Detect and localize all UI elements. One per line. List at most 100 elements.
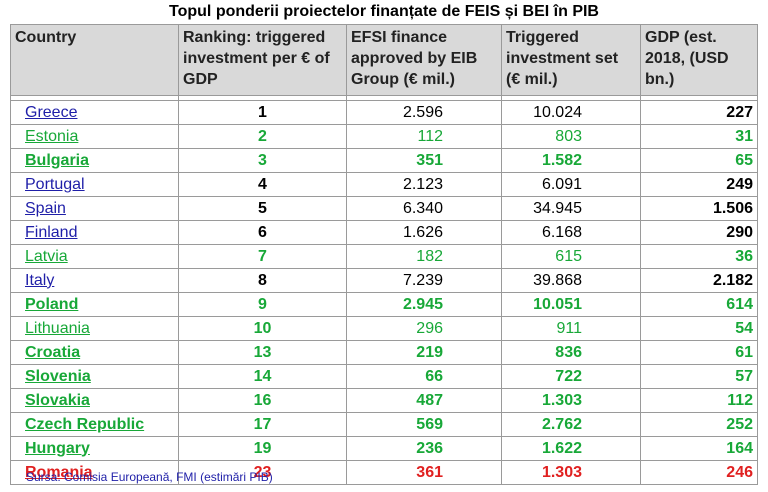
efsi-cell: 2.596: [346, 100, 502, 125]
efsi-cell: 2.945: [346, 292, 502, 317]
efsi-cell: 6.340: [346, 196, 502, 221]
rank-cell: 23: [178, 460, 347, 485]
table-row: Finland 6 1.626 6.168 290: [10, 220, 758, 245]
triggered-cell: 10.051: [501, 292, 641, 317]
efsi-cell: 569: [346, 412, 502, 437]
country-cell: Portugal: [10, 172, 179, 197]
gdp-cell: 249: [640, 172, 758, 197]
efsi-cell: 2.123: [346, 172, 502, 197]
efsi-cell: 7.239: [346, 268, 502, 293]
table-row: Latvia 7 182 615 36: [10, 244, 758, 269]
ranking-table: Country Ranking: triggered investment pe…: [10, 24, 758, 485]
country-link[interactable]: Czech Republic: [25, 415, 145, 433]
triggered-cell: 803: [501, 124, 641, 149]
table-row: Romania 23 361 1.303 246: [10, 460, 758, 485]
table-row: Slovenia 14 66 722 57: [10, 364, 758, 389]
gdp-cell: 54: [640, 316, 758, 341]
gdp-cell: 227: [640, 100, 758, 125]
table-body: Greece 1 2.596 10.024 227 Estonia 2 112 803 31 Bul…: [10, 100, 758, 485]
triggered-cell: 2.762: [501, 412, 641, 437]
header-efsi: EFSI finance approved by EIB Group (€ mi…: [346, 24, 502, 96]
country-link[interactable]: Latvia: [25, 247, 68, 265]
triggered-cell: 10.024: [501, 100, 641, 125]
country-cell: Slovenia: [10, 364, 179, 389]
rank-cell: 5: [178, 196, 347, 221]
rank-cell: 3: [178, 148, 347, 173]
country-link[interactable]: Portugal: [25, 175, 85, 193]
triggered-cell: 6.168: [501, 220, 641, 245]
country-cell: Greece: [10, 100, 179, 125]
country-link[interactable]: Greece: [25, 103, 78, 121]
gdp-cell: 61: [640, 340, 758, 365]
rank-cell: 10: [178, 316, 347, 341]
triggered-cell: 836: [501, 340, 641, 365]
country-cell: Spain: [10, 196, 179, 221]
triggered-cell: 34.945: [501, 196, 641, 221]
efsi-cell: 66: [346, 364, 502, 389]
gdp-cell: 246: [640, 460, 758, 485]
efsi-cell: 112: [346, 124, 502, 149]
rank-cell: 4: [178, 172, 347, 197]
table-row: Portugal 4 2.123 6.091 249: [10, 172, 758, 197]
rank-cell: 13: [178, 340, 347, 365]
efsi-cell: 182: [346, 244, 502, 269]
triggered-cell: 722: [501, 364, 641, 389]
gdp-cell: 2.182: [640, 268, 758, 293]
rank-cell: 2: [178, 124, 347, 149]
header-gdp: GDP (est. 2018, (USD bn.): [640, 24, 758, 96]
rank-cell: 17: [178, 412, 347, 437]
country-link[interactable]: Slovakia: [25, 391, 90, 409]
country-link[interactable]: Bulgaria: [25, 151, 90, 169]
country-link[interactable]: Slovenia: [25, 367, 91, 385]
gdp-cell: 36: [640, 244, 758, 269]
efsi-cell: 361: [346, 460, 502, 485]
table-row: Estonia 2 112 803 31: [10, 124, 758, 149]
country-cell: Hungary: [10, 436, 179, 461]
rank-cell: 16: [178, 388, 347, 413]
source-note: Sursa: Comisia Europeană, FMI (estimări …: [26, 470, 273, 484]
country-link[interactable]: Italy: [25, 271, 55, 289]
country-link[interactable]: Hungary: [25, 439, 90, 457]
country-cell: Poland: [10, 292, 179, 317]
country-link[interactable]: Poland: [25, 295, 79, 313]
triggered-cell: 6.091: [501, 172, 641, 197]
country-cell: Latvia: [10, 244, 179, 269]
rank-cell: 14: [178, 364, 347, 389]
country-cell: Romania: [10, 460, 179, 485]
rank-cell: 1: [178, 100, 347, 125]
rank-cell: 8: [178, 268, 347, 293]
triggered-cell: 1.622: [501, 436, 641, 461]
gdp-cell: 164: [640, 436, 758, 461]
table-row: Italy 8 7.239 39.868 2.182: [10, 268, 758, 293]
table-row: Bulgaria 3 351 1.582 65: [10, 148, 758, 173]
country-cell: Lithuania: [10, 316, 179, 341]
table-row: Croatia 13 219 836 61: [10, 340, 758, 365]
table-row: Lithuania 10 296 911 54: [10, 316, 758, 341]
header-country: Country: [10, 24, 179, 96]
gdp-cell: 1.506: [640, 196, 758, 221]
efsi-cell: 1.626: [346, 220, 502, 245]
efsi-cell: 296: [346, 316, 502, 341]
header-ranking: Ranking: triggered investment per € of G…: [178, 24, 347, 96]
gdp-cell: 57: [640, 364, 758, 389]
triggered-cell: 1.582: [501, 148, 641, 173]
country-link[interactable]: Estonia: [25, 127, 79, 145]
country-link[interactable]: Spain: [25, 199, 66, 217]
country-link[interactable]: Romania: [25, 463, 93, 481]
efsi-cell: 236: [346, 436, 502, 461]
table-row: Spain 5 6.340 34.945 1.506: [10, 196, 758, 221]
gdp-cell: 31: [640, 124, 758, 149]
triggered-cell: 911: [501, 316, 641, 341]
country-link[interactable]: Lithuania: [25, 319, 90, 337]
country-link[interactable]: Finland: [25, 223, 78, 241]
triggered-cell: 39.868: [501, 268, 641, 293]
rank-cell: 7: [178, 244, 347, 269]
country-cell: Italy: [10, 268, 179, 293]
gdp-cell: 290: [640, 220, 758, 245]
rank-cell: 9: [178, 292, 347, 317]
gdp-cell: 112: [640, 388, 758, 413]
country-link[interactable]: Croatia: [25, 343, 81, 361]
country-cell: Finland: [10, 220, 179, 245]
country-cell: Bulgaria: [10, 148, 179, 173]
table-row: Greece 1 2.596 10.024 227: [10, 100, 758, 125]
